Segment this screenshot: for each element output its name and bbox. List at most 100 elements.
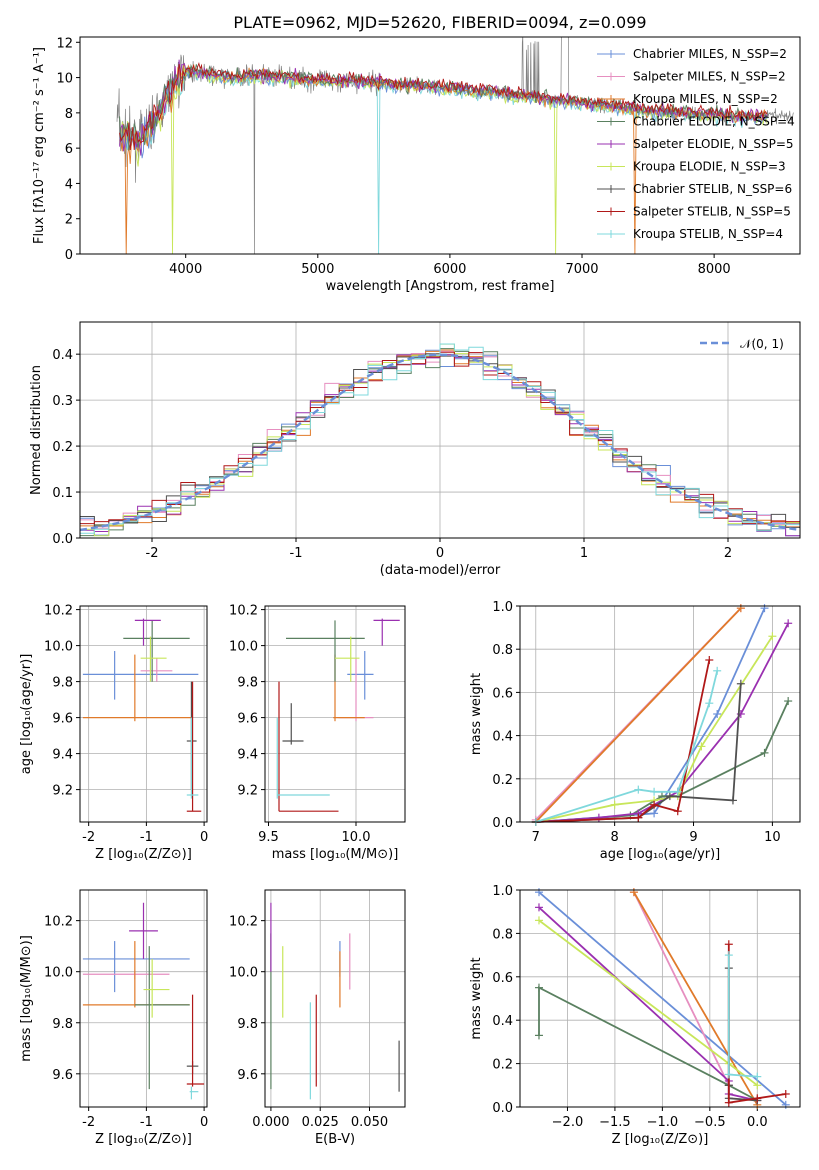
legend-label: Salpeter MILES, N_SSP=2 xyxy=(633,70,786,84)
x-tick-label: 7000 xyxy=(565,262,598,277)
x-axis-label: (data-model)/error xyxy=(380,563,501,578)
x-tick-label: 5000 xyxy=(301,262,334,277)
x-tick-label: 0.000 xyxy=(252,1115,289,1130)
y-tick-label: 6 xyxy=(65,142,73,157)
x-axis-label: Z [log₁₀(Z/Z⊙)] xyxy=(95,1132,192,1147)
y-tick-label: 0.2 xyxy=(52,440,73,455)
y-tick-label: 0.2 xyxy=(492,1058,513,1073)
y-tick-label: 0.2 xyxy=(492,773,513,788)
x-tick-label: −0.5 xyxy=(694,1115,726,1130)
y-tick-label: 10.0 xyxy=(44,640,73,655)
y-tick-label: 1.0 xyxy=(492,600,513,615)
x-tick-label: 6000 xyxy=(433,262,466,277)
histogram-c9 xyxy=(80,343,800,534)
x-tick-label: 0 xyxy=(200,830,208,845)
x-tick-label: 0.025 xyxy=(302,1115,339,1130)
cumulative-line-c2 xyxy=(633,891,730,1086)
x-tick-label: -1 xyxy=(140,1115,153,1130)
cumulative-line-c3 xyxy=(633,891,759,1106)
x-axis-label: E(B-V) xyxy=(315,1132,355,1147)
legend-label: Kroupa ELODIE, N_SSP=3 xyxy=(633,160,786,174)
x-tick-label: 0 xyxy=(200,1115,208,1130)
x-tick-label: 8000 xyxy=(698,262,731,277)
cumulative-line-c3 xyxy=(535,607,742,823)
y-axis-label: age [log₁₀(age/yr)] xyxy=(19,654,34,775)
y-tick-label: 9.2 xyxy=(237,784,258,799)
y-tick-label: 9.6 xyxy=(52,712,73,727)
legend-label: Salpeter STELIB, N_SSP=5 xyxy=(633,205,791,219)
legend-label: 𝒩(0, 1) xyxy=(740,337,784,351)
model-spectrum-c8 xyxy=(119,62,768,151)
legend-label: Kroupa STELIB, N_SSP=4 xyxy=(633,227,783,241)
x-tick-label: 8 xyxy=(611,830,619,845)
x-tick-label: 0.0 xyxy=(747,1115,768,1130)
y-tick-label: 4 xyxy=(65,177,73,192)
y-tick-label: 0.3 xyxy=(52,394,73,409)
x-tick-label: -1 xyxy=(140,830,153,845)
y-tick-label: 10.2 xyxy=(229,604,258,619)
y-tick-label: 9.8 xyxy=(237,1017,258,1032)
y-tick-label: 8 xyxy=(65,107,73,122)
y-axis-label: mass weight xyxy=(469,957,484,1039)
y-tick-label: 9.8 xyxy=(52,1017,73,1032)
y-axis-label: Normed distribution xyxy=(29,365,44,495)
axes-frame xyxy=(79,36,801,255)
y-tick-label: 10.0 xyxy=(229,640,258,655)
x-axis-label: mass [log₁₀(M/M⊙)] xyxy=(272,847,399,862)
x-tick-label: 9.5 xyxy=(258,830,279,845)
y-tick-label: 9.6 xyxy=(237,1068,258,1083)
y-tick-label: 10.0 xyxy=(229,966,258,981)
y-tick-label: 0.6 xyxy=(492,971,513,986)
cumulative-line-c5 xyxy=(535,622,789,823)
cumulative-line-c4 xyxy=(538,986,758,1102)
y-axis-label: mass weight xyxy=(469,673,484,755)
legend-label: Salpeter ELODIE, N_SSP=5 xyxy=(633,137,794,151)
y-tick-label: 10.2 xyxy=(229,915,258,930)
legend-label: Kroupa MILES, N_SSP=2 xyxy=(633,92,778,106)
legend-label: Chabrier ELODIE, N_SSP=4 xyxy=(633,115,795,129)
axes-frame xyxy=(519,605,801,823)
y-tick-label: 1.0 xyxy=(492,884,513,899)
axes-frame xyxy=(264,889,406,1108)
spectrum-traces xyxy=(116,37,794,254)
cumulative-line-c1 xyxy=(535,607,766,823)
x-tick-label: −1.0 xyxy=(647,1115,679,1130)
axes-frame xyxy=(264,605,406,823)
cumulative-line-c9 xyxy=(535,670,719,823)
y-tick-label: 0.0 xyxy=(492,816,513,831)
x-tick-label: 2 xyxy=(724,546,732,561)
chart-title: PLATE=0962, MJD=52620, FIBERID=0094, z=0… xyxy=(233,13,646,32)
x-tick-label: -2 xyxy=(82,830,95,845)
cumulative-line-c4 xyxy=(535,700,790,823)
y-tick-label: 9.6 xyxy=(52,1068,73,1083)
axes-frame xyxy=(79,321,801,539)
y-tick-label: 9.4 xyxy=(237,748,258,763)
legend-label: Chabrier STELIB, N_SSP=6 xyxy=(633,182,792,196)
axes-frame xyxy=(79,889,208,1108)
y-tick-label: 10 xyxy=(56,72,73,87)
y-tick-label: 2 xyxy=(65,213,73,228)
y-tick-label: 9.4 xyxy=(52,748,73,763)
axes-frame xyxy=(519,889,801,1108)
y-tick-label: 9.6 xyxy=(237,712,258,727)
y-tick-label: 0 xyxy=(65,248,73,263)
y-tick-label: 0.4 xyxy=(492,1014,513,1029)
y-axis-label: Flux [fλ10⁻¹⁷ erg cm⁻² s⁻¹ A⁻¹] xyxy=(32,47,47,244)
y-tick-label: 12 xyxy=(56,36,73,51)
x-tick-label: 10 xyxy=(764,830,781,845)
y-tick-label: 0.4 xyxy=(492,730,513,745)
x-tick-label: -2 xyxy=(146,546,159,561)
y-tick-label: 9.2 xyxy=(52,784,73,799)
x-tick-label: 4000 xyxy=(169,262,202,277)
x-axis-label: wavelength [Angstrom, rest frame] xyxy=(326,279,555,294)
x-tick-label: 1 xyxy=(580,546,588,561)
y-tick-label: 9.8 xyxy=(237,676,258,691)
x-axis-label: Z [log₁₀(Z/Z⊙)] xyxy=(95,847,192,862)
y-tick-label: 0.0 xyxy=(52,532,73,547)
cumulative-line-c6 xyxy=(538,919,758,1087)
y-tick-label: 10.2 xyxy=(44,915,73,930)
x-tick-label: 9 xyxy=(689,830,697,845)
y-axis-label: mass [log₁₀(M/M⊙)] xyxy=(19,935,34,1062)
y-tick-label: 10.2 xyxy=(44,604,73,619)
